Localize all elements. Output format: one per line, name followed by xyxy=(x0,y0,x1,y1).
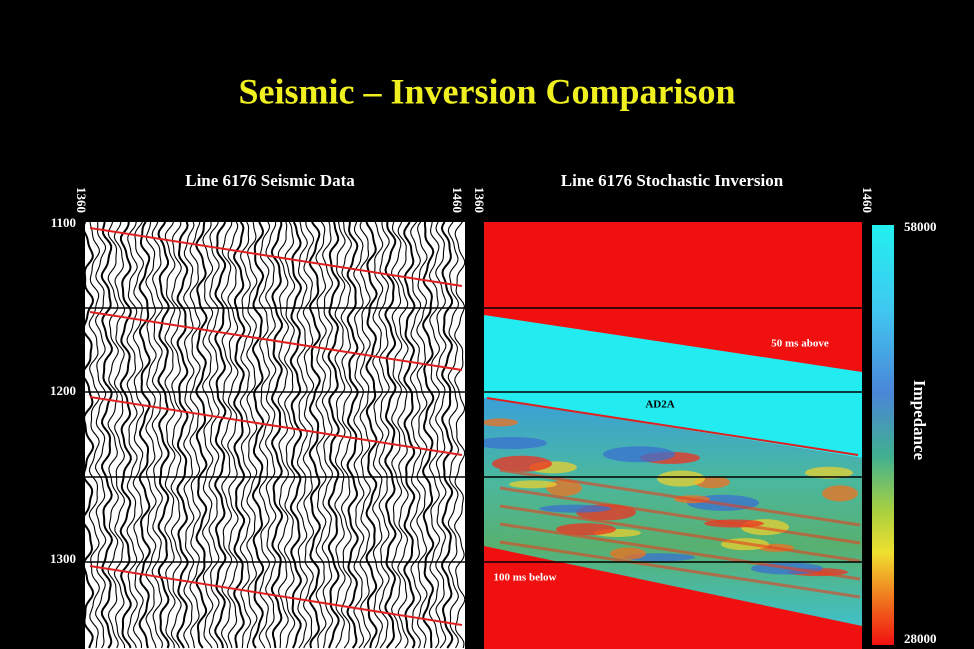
annotation: 50 ms above xyxy=(771,338,829,350)
page: {"title": "Seismic \u2013 Inversion Comp… xyxy=(0,0,974,649)
impedance-patch xyxy=(657,471,705,487)
colorbar-label: Impedance xyxy=(910,380,929,461)
top-label: 1360 xyxy=(472,187,487,213)
slide-title: Seismic – Inversion Comparison xyxy=(238,71,735,111)
colorbar xyxy=(872,225,894,645)
seismic-panel xyxy=(83,222,465,649)
impedance-patch xyxy=(539,505,611,513)
top-label: 1360 xyxy=(74,187,89,213)
panel-title: Line 6176 Stochastic Inversion xyxy=(561,171,784,190)
impedance-patch xyxy=(603,446,675,462)
impedance-patch xyxy=(822,485,858,501)
side-label: 1300 xyxy=(50,551,76,566)
annotation: 100 ms below xyxy=(494,572,557,584)
impedance-patch xyxy=(610,548,646,560)
slide: Seismic – Inversion Comparison Line 6176… xyxy=(0,0,974,649)
impedance-patch xyxy=(509,480,557,488)
colorbar-max: 58000 xyxy=(904,219,937,234)
top-label: 1460 xyxy=(450,187,465,213)
side-label: 1100 xyxy=(51,215,76,230)
side-label: 1200 xyxy=(50,383,76,398)
inversion-panel xyxy=(475,222,862,649)
annotation: AD2A xyxy=(645,399,674,411)
impedance-patch xyxy=(475,437,547,449)
impedance-patch xyxy=(482,418,518,426)
colorbar-min: 28000 xyxy=(904,631,937,646)
panel-title: Line 6176 Seismic Data xyxy=(185,171,355,190)
top-label: 1460 xyxy=(860,187,875,213)
